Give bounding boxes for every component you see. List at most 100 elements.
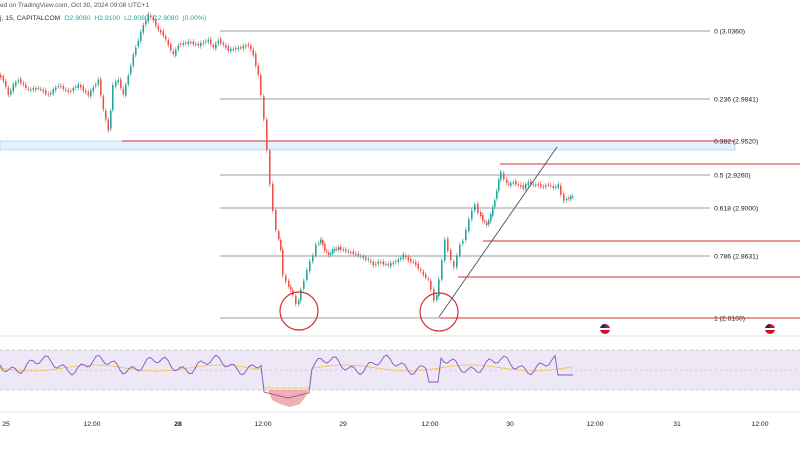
fib-level-label: 0 (3.0360) — [714, 29, 745, 36]
candle-body — [422, 271, 425, 275]
candle-body — [508, 183, 510, 185]
ohlc-low: L2.9080 — [124, 15, 149, 22]
candle-body — [32, 88, 35, 90]
candle-body — [80, 85, 82, 88]
candle-body — [338, 247, 340, 250]
candle-body — [425, 274, 427, 278]
candle-body — [572, 196, 574, 197]
candle-body — [400, 257, 402, 260]
usd-flag-icon[interactable] — [765, 324, 775, 334]
candle-body — [468, 219, 470, 232]
candle-body — [322, 240, 324, 245]
annotations[interactable] — [279, 146, 558, 332]
circle-annotation — [419, 292, 459, 332]
candle-body — [550, 185, 552, 187]
candle-body — [563, 193, 565, 201]
candle-body — [25, 84, 27, 88]
fibonacci-retracement[interactable]: 0 (3.0360) 0.236 (2.9841) 0.382 (2.9520) 0.… — [220, 29, 758, 323]
candle-body — [110, 110, 112, 129]
candle-body — [272, 183, 274, 211]
published-line: ed on TradingView.com, Oct 30, 2024 09:0… — [0, 2, 149, 9]
candle-body — [207, 39, 210, 42]
candle-body — [456, 255, 458, 268]
candle-body — [362, 256, 365, 258]
candle-body — [217, 40, 220, 44]
candle-body — [132, 54, 135, 66]
candle-body — [263, 96, 265, 120]
candle-body — [375, 263, 377, 265]
candle-body — [30, 89, 32, 91]
candle-body — [453, 261, 455, 268]
candle-body — [282, 249, 284, 276]
candle-body — [167, 40, 170, 45]
candle-body — [498, 179, 500, 191]
candle-body — [417, 263, 420, 269]
candle-body — [537, 184, 540, 186]
ohlc-high: H2.9100 — [94, 15, 121, 22]
candle-body — [547, 184, 550, 186]
candle-body — [492, 207, 494, 216]
candle-body — [175, 49, 177, 56]
candle-body — [459, 244, 461, 256]
candle-body — [545, 185, 547, 187]
candle-body — [190, 42, 192, 43]
candle-body — [570, 196, 572, 200]
candle-body — [20, 78, 22, 84]
candle-body — [328, 252, 330, 255]
candle-body — [220, 38, 222, 44]
candle-body — [482, 214, 484, 221]
candle-body — [269, 150, 271, 185]
candle-body — [275, 210, 277, 230]
candle-body — [494, 200, 496, 207]
candle-body — [187, 41, 190, 44]
circle-annotation — [279, 291, 319, 331]
candle-body — [235, 47, 237, 50]
candle-body — [471, 210, 473, 220]
candle-body — [350, 252, 352, 253]
candle-body — [415, 262, 417, 265]
candle-body — [147, 14, 150, 22]
candle-body — [355, 253, 357, 255]
fib-level-label: 0.5 (2.9260) — [714, 173, 751, 180]
fib-level-label: 0.786 (2.8631) — [714, 254, 758, 261]
candle-body — [257, 65, 260, 75]
candle-body — [522, 185, 525, 189]
candle-body — [105, 110, 107, 120]
candle-body — [227, 46, 230, 51]
candle-body — [532, 184, 535, 186]
candle-body — [47, 93, 50, 95]
candle-body — [430, 280, 432, 290]
candle-body — [112, 85, 114, 110]
candle-body — [225, 45, 227, 48]
candle-body — [102, 96, 105, 110]
candle-body — [342, 249, 345, 251]
candle-body — [517, 184, 520, 186]
candle-body — [200, 42, 202, 47]
candle-body — [222, 43, 225, 45]
candle-body — [70, 90, 72, 92]
candle-body — [560, 185, 562, 195]
candle-body — [170, 44, 172, 51]
ohlc-open: O2.9080 — [64, 15, 91, 22]
usd-flag-icon[interactable] — [600, 324, 610, 334]
fib-level-label: 0.236 (2.9841) — [714, 97, 758, 104]
horizontal-lines[interactable] — [122, 140, 800, 319]
candle-body — [506, 179, 508, 183]
support-zone-box — [0, 140, 736, 151]
candle-body — [165, 36, 167, 40]
candle-body — [172, 51, 175, 55]
candle-body — [17, 80, 20, 82]
candle-body — [568, 197, 570, 199]
candle-body — [142, 25, 145, 33]
candle-body — [552, 186, 555, 188]
candle-body — [557, 184, 560, 188]
candle-body — [512, 182, 515, 184]
candle-body — [157, 25, 160, 30]
candle-body — [318, 243, 320, 245]
candle-body — [10, 90, 12, 95]
candle-body — [252, 49, 255, 56]
candle-body — [535, 184, 537, 186]
candle-body — [37, 87, 40, 89]
candle-body — [247, 44, 250, 46]
